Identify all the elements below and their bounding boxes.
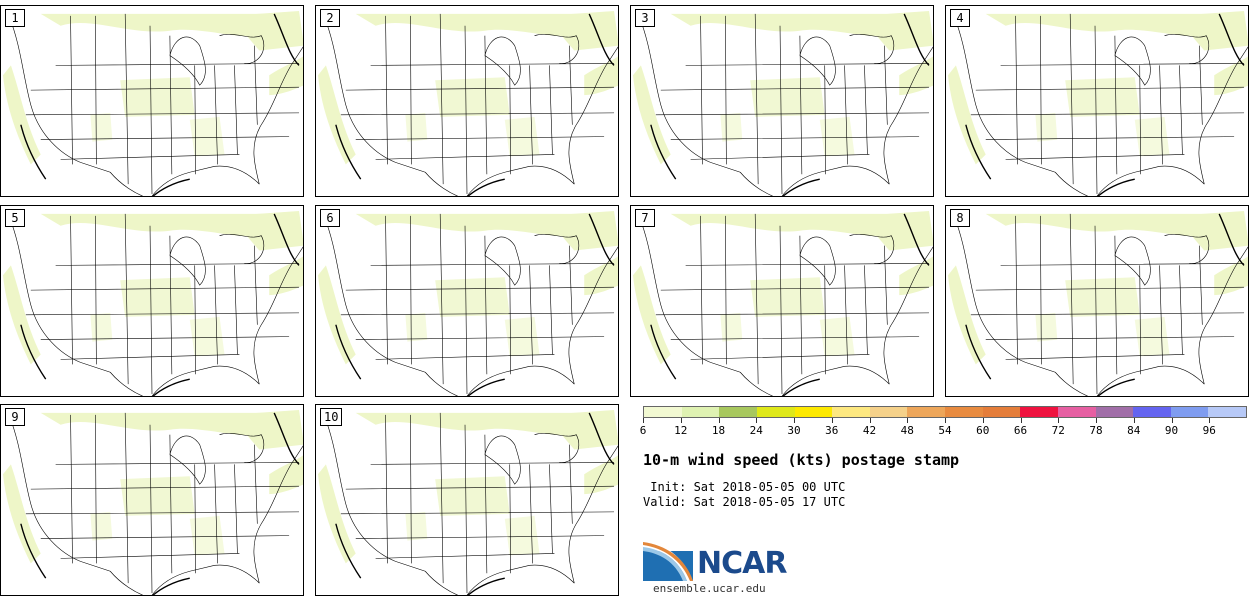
member-label: 7 (635, 209, 655, 227)
colorbar-tick-label: 24 (749, 424, 763, 437)
colorbar-swatch (1170, 407, 1209, 417)
colorbar-tick-label: 12 (674, 424, 688, 437)
member-label: 6 (320, 209, 340, 227)
colorbar-swatch (982, 407, 1021, 417)
colorbar-tick-label: 42 (862, 424, 877, 437)
footer-url: ensemble.ucar.edu (653, 582, 766, 595)
init-time: Init: Sat 2018-05-05 00 UTC (643, 480, 846, 494)
colorbar-tick-label: 72 (1051, 424, 1065, 437)
colorbar-tick (1133, 418, 1135, 423)
colorbar-tick-label: 84 (1127, 424, 1141, 437)
member-label: 5 (5, 209, 25, 227)
colorbar-swatch (1057, 407, 1096, 417)
valid-time: Valid: Sat 2018-05-05 17 UTC (643, 495, 846, 509)
colorbar-tick (869, 418, 871, 423)
member-map-4: 4 (945, 5, 1249, 197)
colorbar-tick-label: 66 (1013, 424, 1028, 437)
colorbar-tick-label: 6 (639, 424, 647, 437)
colorbar-tick (1096, 418, 1097, 423)
us-map (947, 210, 1248, 396)
us-map (2, 409, 303, 595)
member-label: 3 (635, 9, 655, 27)
us-map (632, 10, 933, 196)
page-title: 10-m wind speed (kts) postage stamp (643, 451, 960, 469)
ncar-logo-text: NCAR (697, 546, 787, 581)
colorbar-tick-label: 36 (825, 424, 839, 437)
colorbar-tick (756, 418, 758, 423)
colorbar-tick-label: 30 (787, 424, 801, 437)
wind-speed-colorbar (643, 406, 1247, 418)
colorbar-swatch (756, 407, 795, 417)
colorbar-tick-label: 18 (711, 424, 726, 437)
colorbar-tick (945, 418, 946, 423)
member-label: 9 (5, 408, 25, 426)
colorbar-swatch (907, 407, 945, 417)
colorbar-tick-label: 60 (976, 424, 990, 437)
colorbar-tick (982, 418, 984, 423)
us-map (2, 10, 303, 196)
us-map (947, 10, 1248, 196)
member-map-9: 9 (0, 404, 304, 596)
member-map-8: 8 (945, 205, 1249, 397)
colorbar-swatch (681, 407, 720, 417)
member-map-6: 6 (315, 205, 619, 397)
colorbar-swatch (869, 407, 908, 417)
colorbar-swatch (1095, 407, 1134, 417)
member-label: 8 (950, 209, 970, 227)
member-label: 4 (950, 9, 970, 27)
colorbar-tick (1020, 418, 1022, 423)
colorbar-tick (1209, 418, 1211, 423)
colorbar-tick-label: 90 (1164, 424, 1179, 437)
colorbar-tick-label: 54 (938, 424, 952, 437)
colorbar-swatch (1133, 407, 1171, 417)
colorbar-tick (907, 418, 909, 423)
colorbar-swatch (832, 407, 870, 417)
colorbar-tick (1171, 418, 1173, 423)
colorbar-tick (1058, 418, 1060, 423)
member-label: 2 (320, 9, 340, 27)
colorbar-swatch (1020, 407, 1058, 417)
colorbar-tick (794, 418, 795, 423)
colorbar-swatch (794, 407, 833, 417)
colorbar-tick-label: 96 (1202, 424, 1216, 437)
member-map-5: 5 (0, 205, 304, 397)
member-map-7: 7 (630, 205, 934, 397)
member-map-10: 10 (315, 404, 619, 596)
colorbar-swatch (719, 407, 757, 417)
member-map-3: 3 (630, 5, 934, 197)
us-map (317, 10, 618, 196)
us-map (632, 210, 933, 396)
member-label: 10 (320, 408, 343, 426)
colorbar-tick-label: 48 (900, 424, 914, 437)
colorbar-tick-label: 78 (1089, 424, 1103, 437)
member-map-1: 1 (0, 5, 304, 197)
member-map-2: 2 (315, 5, 619, 197)
colorbar-swatch (1208, 407, 1246, 417)
colorbar-tick (831, 418, 833, 423)
colorbar-tick (643, 418, 644, 423)
colorbar-tick (680, 418, 682, 423)
us-map (2, 210, 303, 396)
member-label: 1 (5, 9, 25, 27)
ncar-logo-icon (643, 541, 693, 581)
us-map (317, 210, 618, 396)
colorbar-swatch (945, 407, 983, 417)
colorbar-swatch (644, 407, 682, 417)
colorbar-tick (718, 418, 720, 423)
us-map (317, 409, 618, 595)
